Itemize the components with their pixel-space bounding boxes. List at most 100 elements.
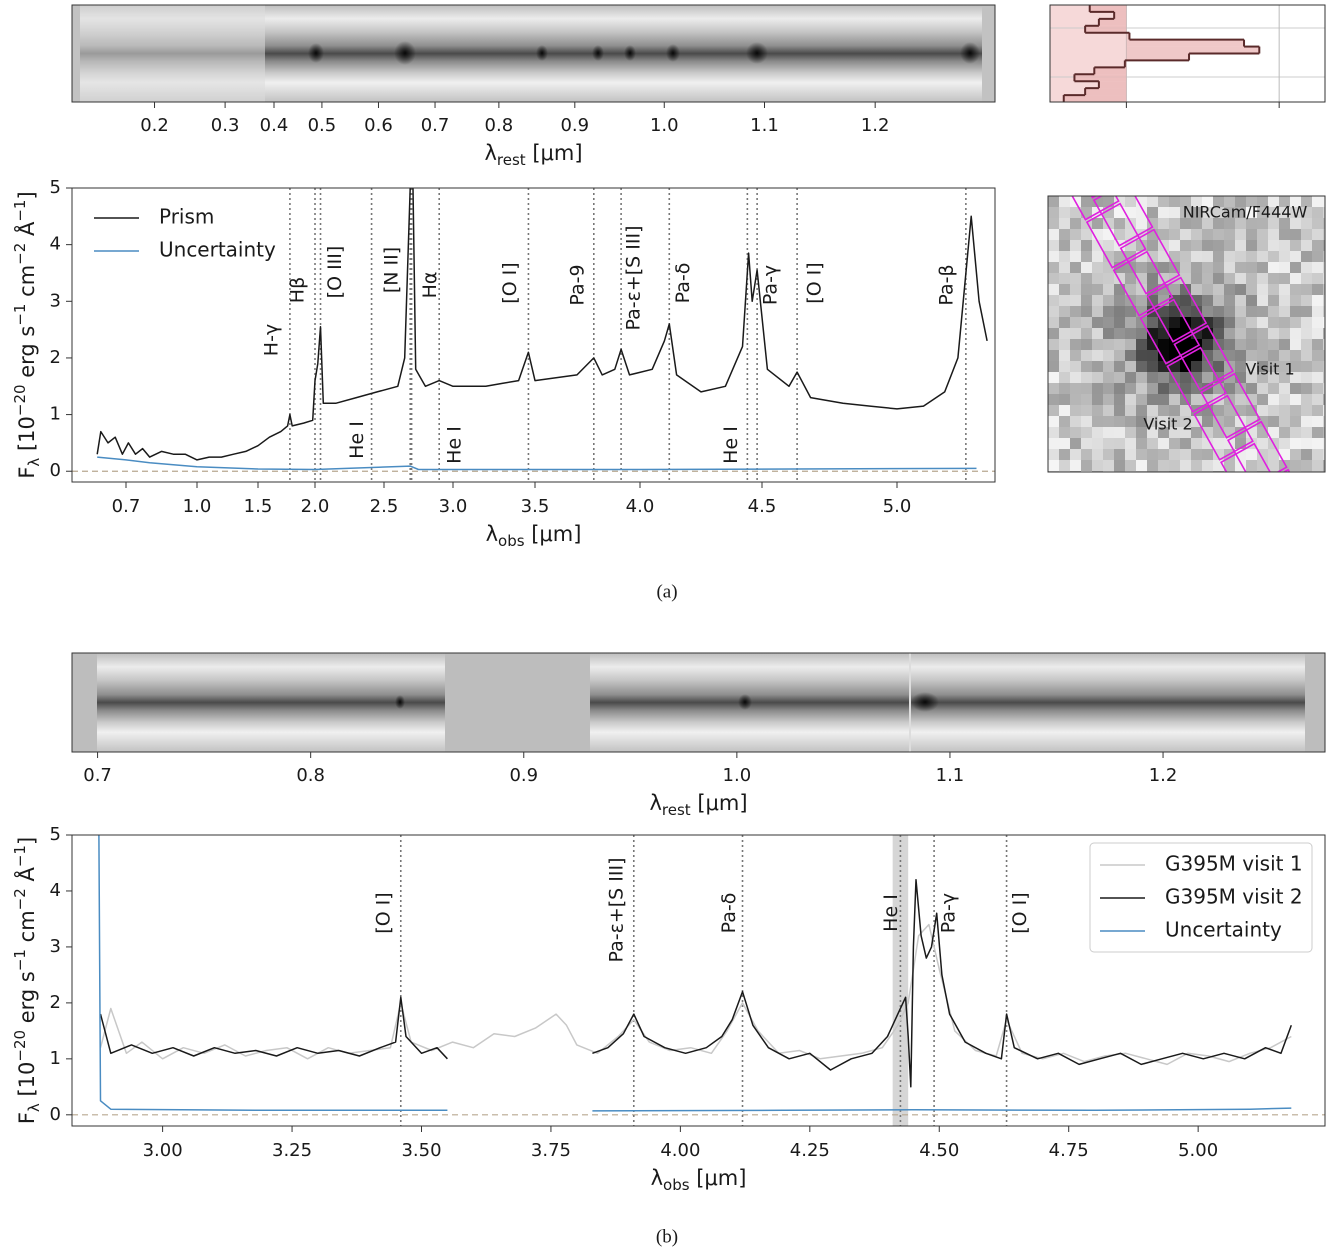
image-pixel (1081, 295, 1092, 306)
image-pixel (1092, 273, 1103, 284)
image-pixel (1323, 328, 1325, 339)
image-pixel (1312, 196, 1323, 207)
image-pixel (1048, 273, 1059, 284)
image-pixel (1081, 394, 1092, 405)
image-pixel (1081, 427, 1092, 438)
x-tick-label: 3.75 (531, 1140, 571, 1161)
image-pixel (1213, 416, 1224, 427)
y-tick-label: 1 (50, 1048, 61, 1069)
image-pixel (1246, 405, 1257, 416)
shutter (1058, 196, 1120, 221)
image-pixel (1235, 361, 1246, 372)
label-part: λ (649, 791, 661, 815)
image-pixel (1301, 383, 1312, 394)
image-pixel (1169, 427, 1180, 438)
image-pixel (1279, 218, 1290, 229)
hist-bar (1098, 18, 1127, 26)
image-pixel (1202, 361, 1213, 372)
image-pixel (1312, 405, 1323, 416)
x-tick-label: 3.00 (143, 1140, 183, 1161)
image-pixel (1070, 405, 1081, 416)
image-pixel (1180, 427, 1191, 438)
image-pixel (1114, 416, 1125, 427)
image-pixel (1224, 284, 1235, 295)
image-pixel (1213, 383, 1224, 394)
image-pixel (1290, 350, 1301, 361)
image-pixel (1147, 196, 1158, 207)
image-pixel (1059, 383, 1070, 394)
image-pixel (1169, 196, 1180, 207)
y-tick-label: 3 (50, 936, 61, 957)
image-pixel (1125, 328, 1136, 339)
shutter (1085, 202, 1147, 269)
image-pixel (1246, 394, 1257, 405)
x-tick-label: 4.5 (748, 496, 777, 517)
image-pixel (1323, 218, 1325, 229)
image-pixel (1301, 295, 1312, 306)
image-pixel (1059, 427, 1070, 438)
line-label: Hβ (287, 277, 309, 303)
image-pixel (1246, 328, 1257, 339)
image-pixel (1169, 350, 1180, 361)
label-part: [μm] (691, 791, 748, 815)
image-pixel (1125, 284, 1136, 295)
x-tick-label: 2.5 (370, 496, 399, 517)
image-pixel (1103, 251, 1114, 262)
image-pixel (1125, 229, 1136, 240)
line-label: [N II] (381, 247, 403, 293)
image-pixel (1257, 394, 1268, 405)
image-pixel (1081, 218, 1092, 229)
image-pixel (1136, 361, 1147, 372)
image-pixel (1169, 317, 1180, 328)
image-pixel (1081, 383, 1092, 394)
image-pixel (1191, 229, 1202, 240)
image-pixel (1125, 438, 1136, 449)
image-pixel (1070, 262, 1081, 273)
image-pixel (1191, 251, 1202, 262)
image-pixel (1070, 306, 1081, 317)
image-pixel (1191, 273, 1202, 284)
x-tick-label: 0.7 (112, 496, 141, 517)
image-pixel (1048, 196, 1059, 207)
image-pixel (1092, 416, 1103, 427)
image-blob (960, 42, 980, 64)
image-pixel (1048, 394, 1059, 405)
image-pixel (1169, 284, 1180, 295)
image-pixel (1312, 438, 1323, 449)
image-pixel (1180, 295, 1191, 306)
image-pixel (1147, 383, 1158, 394)
image-pixel (1268, 284, 1279, 295)
x-tick-label: 5.00 (1178, 1140, 1218, 1161)
image-pixel (1213, 284, 1224, 295)
image-pixel (1290, 328, 1301, 339)
x-tick-label: 3.5 (521, 496, 550, 517)
image-pixel (1279, 438, 1290, 449)
line-label: He I (444, 426, 466, 464)
spectrum-2d (71, 652, 1326, 753)
image-pixel (1235, 405, 1246, 416)
image-pixel (1323, 471, 1325, 472)
image-pixel (1092, 317, 1103, 328)
image-pixel (1246, 372, 1257, 383)
image-pixel (1103, 317, 1114, 328)
image-pixel (1268, 427, 1279, 438)
image-pixel (1125, 372, 1136, 383)
image-pixel (1202, 350, 1213, 361)
x2-tick-label: 0.5 (308, 115, 337, 136)
image-pixel (1202, 251, 1213, 262)
image-pixel (1081, 471, 1092, 472)
image-pixel (1312, 240, 1323, 251)
image-pixel (1257, 427, 1268, 438)
image-pixel (1158, 449, 1169, 460)
line-label: [O III] (324, 246, 346, 299)
image-pixel (1213, 449, 1224, 460)
image-pixel (1103, 218, 1114, 229)
image-pixel (1103, 273, 1114, 284)
image-pixel (1158, 295, 1169, 306)
image-pixel (1114, 328, 1125, 339)
image-pixel (1323, 240, 1325, 251)
image-pixel (1235, 460, 1246, 471)
image-pixel (1301, 284, 1312, 295)
axis-label: λobs [μm] (486, 522, 582, 550)
x2-tick-label: 0.8 (485, 115, 514, 136)
